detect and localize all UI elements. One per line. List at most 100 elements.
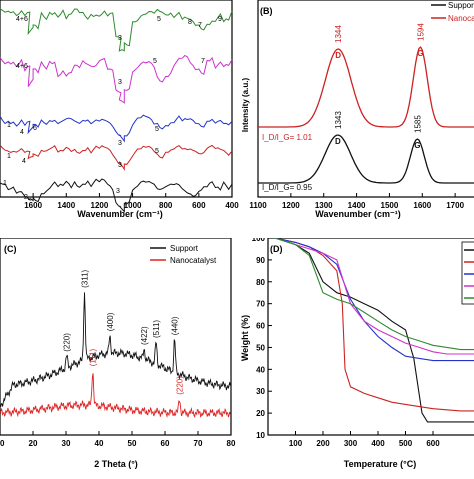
y-tick-label: 90 bbox=[256, 256, 265, 265]
peak-annotation: 1 bbox=[3, 180, 7, 187]
xrd-peak-label: (220) bbox=[176, 376, 185, 395]
y-tick-label: 30 bbox=[256, 387, 265, 396]
peak-annotation: 5 bbox=[155, 126, 159, 133]
peak-annotation: 5 bbox=[157, 16, 161, 23]
panel-d-label: (D) bbox=[270, 244, 283, 254]
x-tick-label: 800 bbox=[159, 201, 173, 210]
y-tick-label: 10 bbox=[256, 431, 265, 440]
ftir-series-line bbox=[0, 144, 233, 171]
x-tick-label: 30 bbox=[62, 439, 71, 448]
ftir-series-line bbox=[0, 178, 233, 213]
panel-b-series bbox=[258, 46, 474, 184]
legend-support-label: Support bbox=[170, 244, 199, 253]
peak-annotation: 3 bbox=[118, 162, 122, 169]
x-tick-label: 60 bbox=[161, 439, 170, 448]
x-tick-label: 50 bbox=[128, 439, 137, 448]
panel-c-label: (C) bbox=[4, 244, 17, 254]
peak-annotation: 3 bbox=[118, 79, 122, 86]
xrd-peak-label: (111) bbox=[89, 348, 98, 366]
ftir-series-line bbox=[0, 54, 233, 104]
raman-peak-letter: G bbox=[417, 49, 423, 58]
peak-annotation: 2 bbox=[24, 194, 28, 201]
legend-nano-label: Nanocatalyst bbox=[170, 256, 217, 265]
legend-support-label: Support bbox=[448, 1, 474, 10]
panel-b-frame bbox=[257, 0, 474, 198]
x-tick-label: 1500 bbox=[381, 201, 399, 210]
x-tick-label: 400 bbox=[371, 439, 385, 448]
x-tick-label: 1200 bbox=[91, 201, 109, 210]
xrd-peak-label: (422) bbox=[140, 326, 149, 345]
x-tick-label: 1600 bbox=[413, 201, 431, 210]
x-tick-label: 100 bbox=[289, 439, 303, 448]
raman-peak-position: 1594 bbox=[416, 23, 425, 41]
tga-series-line bbox=[274, 237, 474, 355]
panel-c: (C) Support Nanocatalyst 10 20 30 40 50 60 70 8… bbox=[0, 237, 240, 474]
xrd-peak-label: (511) bbox=[152, 320, 161, 338]
raman-peak-letter: D bbox=[335, 51, 341, 60]
x-tick-label: 1000 bbox=[124, 201, 142, 210]
panel-a-frame bbox=[0, 0, 233, 198]
id-ig-ratio: I_D/I_G= 0.95 bbox=[262, 183, 313, 192]
peak-annotation: 6 bbox=[33, 125, 37, 132]
legend-box bbox=[461, 241, 474, 305]
peak-annotation: 5 bbox=[153, 58, 157, 65]
x-tick-label: 300 bbox=[344, 439, 358, 448]
peak-annotation: 5 bbox=[155, 148, 159, 155]
x-tick-label: 500 bbox=[399, 439, 413, 448]
panel-b-label: (B) bbox=[260, 6, 273, 16]
raman-peak-letter: D bbox=[335, 137, 341, 146]
x-tick-label: 1600 bbox=[24, 201, 42, 210]
peak-annotation: 4+6 bbox=[16, 16, 28, 23]
panel-a-x-ticks: 1600 1400 1200 1000 800 600 400 bbox=[24, 193, 239, 210]
peak-annotation: 4 bbox=[20, 129, 24, 136]
y-tick-label: 60 bbox=[256, 322, 265, 331]
panel-d-legend bbox=[461, 241, 474, 305]
x-tick-label: 1700 bbox=[446, 201, 464, 210]
xrd-peak-label: (440) bbox=[171, 316, 180, 335]
panel-c-annotations: (220) (311) (400) (422) (511) (440) (111) (220) bbox=[63, 269, 185, 394]
peak-annotation: 7 bbox=[198, 22, 202, 29]
x-tick-label: 40 bbox=[95, 439, 104, 448]
tga-series-line bbox=[274, 237, 474, 362]
x-tick-label: 70 bbox=[194, 439, 203, 448]
peak-annotation: 4+6 bbox=[16, 63, 28, 70]
raman-peak-position: 1343 bbox=[334, 111, 343, 129]
ftir-series-line bbox=[0, 114, 233, 143]
y-tick-label: 20 bbox=[256, 409, 265, 418]
x-tick-label: 600 bbox=[426, 439, 440, 448]
panel-c-x-ticks: 10 20 30 40 50 60 70 80 bbox=[0, 431, 236, 448]
panel-d-ticks: 100 200 300 400 500 600 10 20 30 40 50 60 70 80 90 100 bbox=[252, 234, 441, 448]
raman-peak-position: 1585 bbox=[413, 115, 422, 133]
y-tick-label: 100 bbox=[252, 238, 266, 243]
peak-annotation: 1 bbox=[7, 122, 11, 129]
peak-annotation: 8 bbox=[188, 19, 192, 26]
x-tick-label: 1100 bbox=[249, 201, 267, 210]
panel-d-x-label: Temperature (°C) bbox=[344, 459, 416, 469]
xrd-series-line bbox=[0, 373, 231, 419]
raman-peak-letter: G bbox=[414, 141, 420, 150]
x-tick-label: 600 bbox=[192, 201, 206, 210]
tga-series-line bbox=[274, 237, 474, 412]
panel-d-series bbox=[274, 237, 474, 423]
peak-annotation: 1 bbox=[7, 153, 11, 160]
panel-c-x-label: 2 Theta (°) bbox=[94, 459, 138, 469]
raman-peak-position: 1344 bbox=[334, 25, 343, 43]
peak-annotation: 4 bbox=[22, 158, 26, 165]
panel-b-plot: (B) Intensity (a.u.) 1100 1200 1300 1400 150… bbox=[241, 0, 474, 219]
y-tick-label: 70 bbox=[256, 300, 265, 309]
y-tick-label: 40 bbox=[256, 365, 265, 374]
y-tick-label: 80 bbox=[256, 278, 265, 287]
xrd-peak-label: (311) bbox=[81, 269, 90, 287]
x-tick-label: 20 bbox=[29, 439, 38, 448]
panel-c-plot: (C) Support Nanocatalyst 10 20 30 40 50 60 70 8… bbox=[0, 237, 236, 469]
x-tick-label: 1200 bbox=[282, 201, 300, 210]
tga-series-line bbox=[274, 237, 474, 423]
panel-b-y-label: Intensity (a.u.) bbox=[241, 78, 250, 133]
raman-series-line bbox=[258, 46, 474, 128]
peak-annotation: 3 bbox=[116, 188, 120, 195]
panel-d-plot: (D) Weight (%) 100 200 300 400 500 600 10 20 30 4… bbox=[240, 234, 474, 469]
tga-series-line bbox=[274, 237, 474, 351]
panel-b-x-label: Wavenumber (cm⁻¹) bbox=[315, 209, 400, 219]
y-tick-label: 50 bbox=[256, 343, 265, 352]
